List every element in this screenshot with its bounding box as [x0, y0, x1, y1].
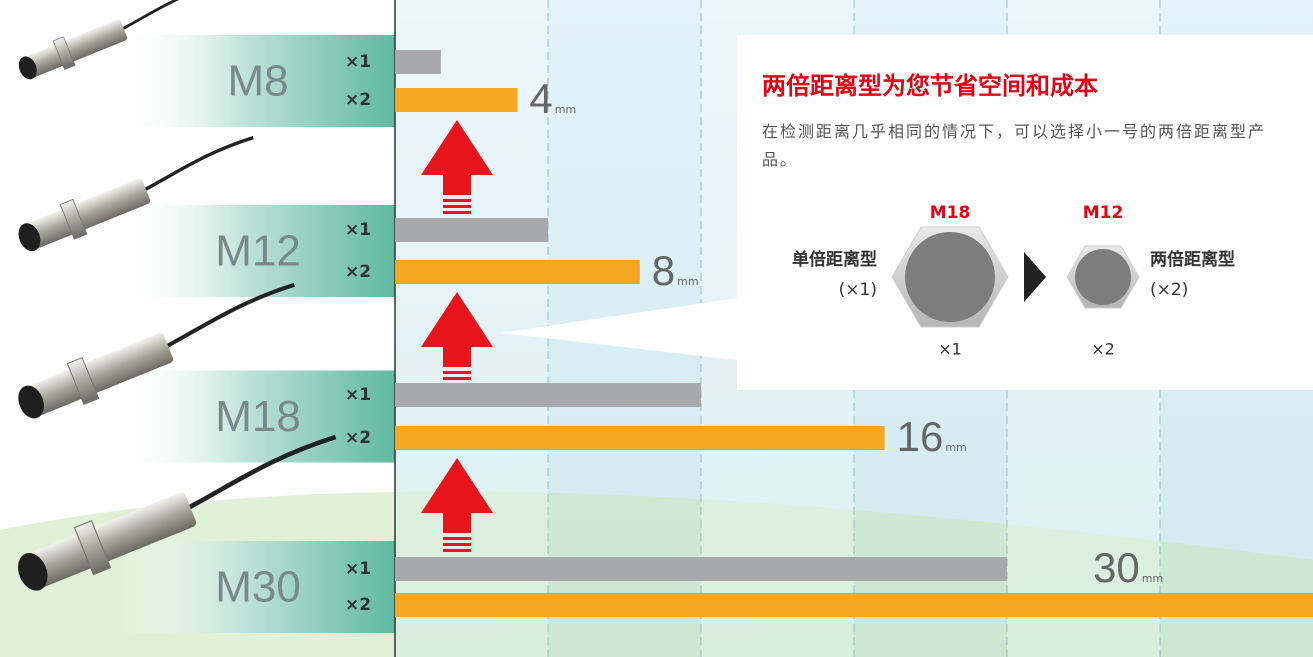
value-label: 4	[529, 75, 552, 122]
bar	[395, 557, 1007, 581]
value-label: 30	[1093, 544, 1140, 591]
sensor-cable	[158, 282, 296, 353]
value-unit: mm	[1142, 572, 1163, 585]
arrow-stripe	[443, 543, 471, 546]
value-unit: mm	[677, 275, 698, 288]
category-band	[120, 205, 395, 297]
sensor	[18, 135, 254, 252]
arrow-head	[421, 120, 493, 175]
category-band	[120, 370, 395, 463]
large-label: M18	[930, 203, 971, 223]
right-name: 两倍距离型	[1150, 249, 1235, 270]
arrow-shaft	[443, 175, 471, 195]
sensor-cap	[18, 56, 37, 80]
callout-text-box: 在检测距离几乎相同的情况下，可以选择小一号的两倍距离型产品。	[762, 122, 1267, 169]
sensor-cable	[137, 135, 254, 195]
category-label: M8	[227, 57, 288, 106]
triangle	[1024, 252, 1046, 302]
sensor	[18, 434, 337, 591]
sensor-images	[18, 0, 337, 591]
bar	[395, 593, 1313, 617]
sensor-body	[23, 178, 151, 250]
arrow-shaft	[443, 347, 471, 367]
arrow-stripe	[443, 549, 471, 552]
value-unit: mm	[945, 441, 966, 454]
arrow-shaft	[443, 513, 471, 533]
sensor-body	[24, 332, 174, 417]
callout-pointer	[500, 298, 737, 360]
arrow-stripe	[443, 205, 471, 208]
arrow-head	[421, 458, 493, 513]
bar	[395, 88, 518, 112]
callout: 两倍距离型为您节省空间和成本 在检测距离几乎相同的情况下，可以选择小一号的两倍距…	[500, 35, 1313, 390]
bar	[395, 260, 640, 284]
large-caption: ×1	[938, 340, 962, 359]
sensor-cap	[18, 385, 44, 419]
series-label: ×2	[345, 595, 371, 615]
category-label: M30	[215, 563, 301, 612]
sensor-cap	[18, 552, 48, 591]
sensor-nut	[52, 36, 76, 71]
callout-box	[737, 35, 1313, 390]
sensor	[18, 282, 296, 419]
small-label: M12	[1083, 203, 1124, 223]
sensor	[18, 0, 213, 80]
series-label: ×2	[345, 90, 371, 110]
sensor-cap	[18, 223, 41, 252]
sensor-body	[25, 492, 197, 589]
category-band	[120, 35, 395, 127]
bar	[395, 426, 885, 450]
sensor-cable	[116, 0, 213, 33]
arrows	[421, 120, 493, 552]
bar	[395, 50, 441, 74]
sensor-nut	[73, 520, 112, 576]
arrow-stripe	[443, 371, 471, 374]
value-unit: mm	[555, 103, 576, 116]
callout-text: 在检测距离几乎相同的情况下，可以选择小一号的两倍距离型产品。	[762, 122, 1267, 169]
category-label: M18	[215, 392, 301, 441]
right-ratio: (×2)	[1150, 280, 1188, 300]
bar	[395, 218, 548, 242]
category-band	[120, 541, 395, 633]
small-circle	[1075, 249, 1131, 305]
sensor-cable	[178, 434, 337, 515]
arrow-stripe	[443, 537, 471, 540]
sensor-body	[23, 19, 128, 78]
arrow-head	[421, 292, 493, 347]
callout-title: 两倍距离型为您节省空间和成本	[762, 72, 1098, 100]
value-label: 8	[652, 247, 675, 294]
series-label: ×2	[345, 428, 371, 448]
arrow-stripe	[443, 377, 471, 380]
value-label: 16	[897, 413, 944, 460]
left-ratio: (×1)	[839, 280, 877, 300]
series-label: ×1	[345, 220, 371, 240]
category-label: M12	[215, 227, 301, 276]
series-label: ×2	[345, 262, 371, 282]
arrow-stripe	[443, 199, 471, 202]
series-label: ×1	[345, 385, 371, 405]
series-label: ×1	[345, 559, 371, 579]
large-circle	[905, 232, 995, 322]
arrow-stripe	[443, 211, 471, 214]
small-caption: ×2	[1091, 340, 1115, 359]
bar	[395, 383, 701, 407]
sensor-nut	[59, 198, 88, 240]
left-name: 单倍距离型	[792, 249, 877, 270]
series-label: ×1	[345, 52, 371, 72]
sensor-nut	[66, 356, 100, 406]
